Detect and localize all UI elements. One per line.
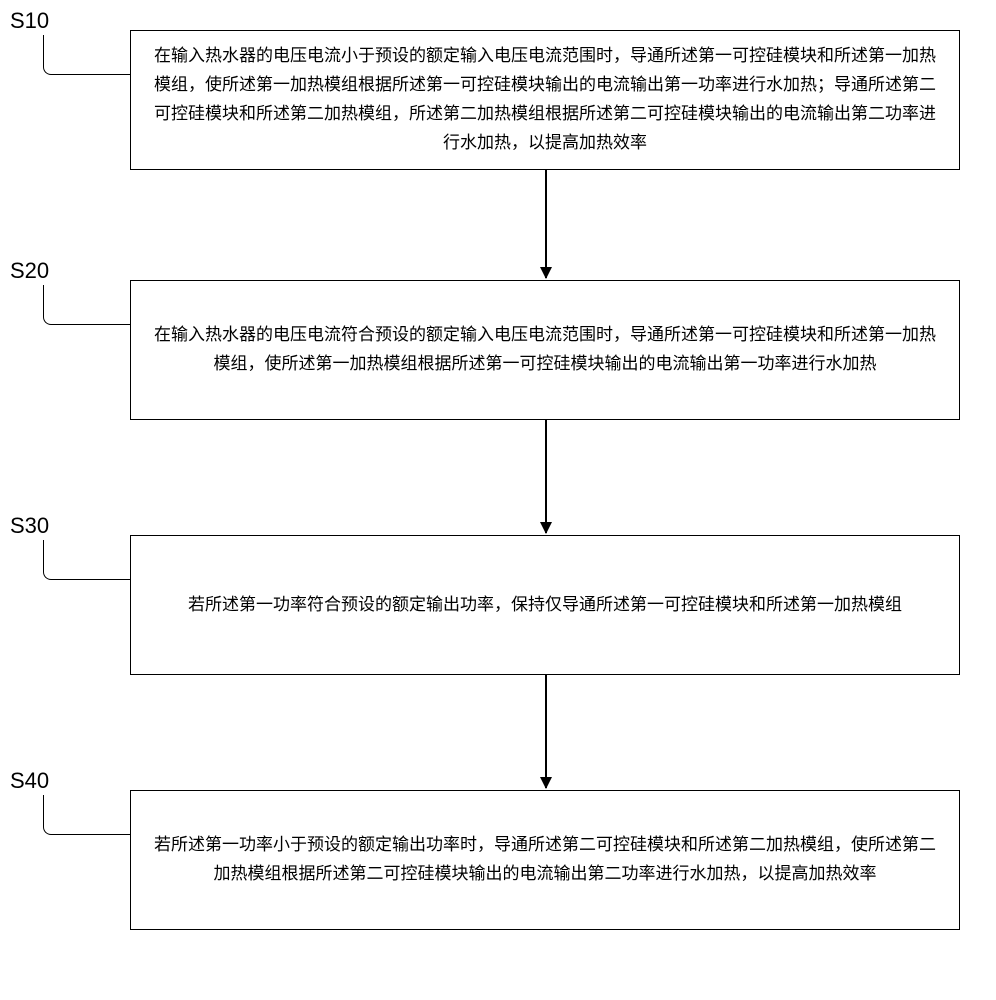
- step-label-s30: S30: [10, 513, 49, 539]
- connector-s20: [43, 285, 131, 325]
- arrow-s30-s40: [545, 675, 547, 788]
- step-box-s30: 若所述第一功率符合预设的额定输出功率，保持仅导通所述第一可控硅模块和所述第一加热…: [130, 535, 960, 675]
- step-text-s40: 若所述第一功率小于预设的额定输出功率时，导通所述第二可控硅模块和所述第二加热模组…: [151, 831, 939, 889]
- step-box-s20: 在输入热水器的电压电流符合预设的额定输入电压电流范围时，导通所述第一可控硅模块和…: [130, 280, 960, 420]
- connector-s40: [43, 795, 131, 835]
- arrow-s20-s30: [545, 420, 547, 533]
- step-box-s40: 若所述第一功率小于预设的额定输出功率时，导通所述第二可控硅模块和所述第二加热模组…: [130, 790, 960, 930]
- connector-s30: [43, 540, 131, 580]
- flowchart-container: S10 在输入热水器的电压电流小于预设的额定输入电压电流范围时，导通所述第一可控…: [0, 0, 996, 1000]
- arrow-s10-s20: [545, 170, 547, 278]
- step-text-s10: 在输入热水器的电压电流小于预设的额定输入电压电流范围时，导通所述第一可控硅模块和…: [151, 42, 939, 158]
- connector-s10: [43, 35, 131, 75]
- step-text-s20: 在输入热水器的电压电流符合预设的额定输入电压电流范围时，导通所述第一可控硅模块和…: [151, 321, 939, 379]
- step-box-s10: 在输入热水器的电压电流小于预设的额定输入电压电流范围时，导通所述第一可控硅模块和…: [130, 30, 960, 170]
- step-label-s40: S40: [10, 768, 49, 794]
- step-label-s20: S20: [10, 258, 49, 284]
- step-text-s30: 若所述第一功率符合预设的额定输出功率，保持仅导通所述第一可控硅模块和所述第一加热…: [188, 591, 902, 620]
- step-label-s10: S10: [10, 8, 49, 34]
